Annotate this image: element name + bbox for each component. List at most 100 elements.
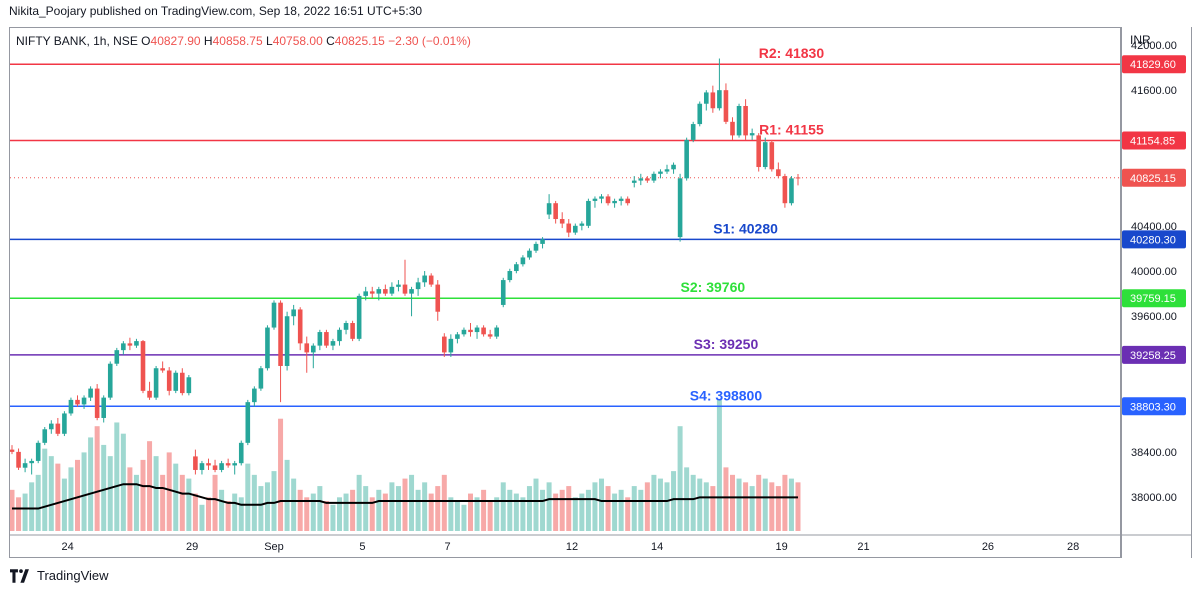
candle-body — [369, 291, 375, 294]
candle-body — [140, 341, 146, 391]
high-value: 40858.75 — [212, 34, 263, 48]
volume-bar — [369, 497, 375, 531]
candle-body — [553, 203, 558, 220]
candle-body — [114, 350, 120, 364]
volume-bar — [572, 497, 578, 531]
candle-body — [507, 271, 513, 281]
candle-body — [245, 402, 251, 443]
candle-body — [704, 92, 709, 104]
candle-body — [134, 341, 139, 346]
level-badge-s2: 39759.15 — [1130, 293, 1176, 305]
candle-body — [697, 103, 703, 125]
candle-body — [49, 423, 54, 430]
candle-body — [546, 203, 552, 215]
candle-body — [193, 456, 198, 470]
candle-body — [343, 323, 349, 330]
volume-bar — [736, 478, 742, 531]
candle-body — [402, 284, 408, 294]
candle-body — [363, 291, 368, 296]
volume-bar — [494, 497, 500, 531]
level-badge-s2-bg — [1122, 289, 1186, 308]
volume-bar — [199, 504, 205, 531]
volume-bar — [703, 482, 709, 531]
level-badge-s4: 38803.30 — [1130, 401, 1176, 413]
volume-bar — [337, 497, 342, 531]
volume-bar — [500, 482, 506, 531]
date-tick-label: 7 — [445, 541, 451, 553]
ohlc-legend: NIFTY BANK, 1h, NSE O40827.90 H40858.75 … — [16, 34, 471, 48]
candle-body — [455, 334, 460, 339]
price-tick-label: 38400.00 — [1131, 447, 1177, 459]
candle-body — [671, 164, 676, 170]
candle-body — [356, 295, 362, 339]
candle-body — [756, 135, 761, 168]
close-key: C — [326, 34, 335, 48]
volume-bar — [114, 422, 120, 531]
volume-bar — [428, 493, 434, 531]
candle-body — [317, 332, 323, 346]
volume-bar — [644, 482, 650, 531]
candle-body — [618, 198, 624, 201]
candle-body — [42, 429, 48, 443]
price-tick-label: 39600.00 — [1131, 311, 1177, 323]
price-tick-label: 42000.00 — [1131, 40, 1177, 52]
candle-body — [160, 368, 165, 371]
volume-bar — [775, 486, 781, 531]
candle-body — [527, 250, 532, 258]
symbol-label[interactable]: NIFTY BANK, 1h, NSE — [16, 34, 138, 48]
volume-bar — [448, 497, 454, 531]
volume-bar — [749, 486, 755, 531]
volume-bar — [35, 474, 41, 531]
volume-bar — [520, 497, 526, 531]
date-tick-label: 14 — [651, 541, 663, 553]
candle-body — [101, 397, 106, 418]
volume-bar — [251, 474, 257, 531]
candle-body — [664, 169, 670, 172]
volume-bar — [454, 501, 460, 531]
candle-body — [540, 239, 545, 244]
candle-body — [612, 200, 617, 204]
volume-bar — [664, 482, 670, 531]
candle-body — [684, 139, 689, 179]
candle-body — [645, 178, 650, 181]
volume-bar — [441, 474, 447, 531]
volume-bar — [461, 504, 467, 531]
low-key: L — [266, 34, 273, 48]
tradingview-footer[interactable]: TradingView — [10, 568, 109, 583]
level-badge-s3-bg — [1122, 345, 1186, 364]
volume-bar — [599, 478, 604, 531]
volume-bar — [553, 493, 559, 531]
candle-body — [573, 225, 578, 233]
volume-bar — [618, 489, 624, 531]
volume-bar — [657, 478, 663, 531]
volume-bar — [238, 497, 244, 531]
candle-body — [730, 121, 735, 136]
candle-body — [579, 223, 585, 226]
volume-bar — [173, 463, 179, 531]
candle-body — [769, 142, 775, 170]
volume-bar — [219, 489, 225, 531]
candle-body — [199, 463, 205, 470]
volume-ma-line — [12, 483, 798, 510]
volume-bar — [468, 493, 473, 531]
candle-body — [62, 413, 67, 434]
volume-bar — [166, 452, 172, 531]
volume-bar — [605, 486, 611, 531]
volume-bar — [546, 482, 552, 531]
volume-bar — [317, 486, 323, 531]
volume-bar — [730, 474, 735, 531]
volume-bar — [651, 474, 657, 531]
candle-body — [29, 460, 34, 464]
candle-body — [232, 463, 237, 466]
volume-bar — [304, 497, 310, 531]
level-label-r1: R1: 41155 — [759, 121, 824, 137]
volume-bar — [232, 493, 238, 531]
volume-bar — [133, 474, 139, 531]
candle-body — [717, 90, 722, 109]
volume-bar — [297, 489, 303, 531]
candle-body — [252, 388, 257, 403]
candle-body — [461, 329, 467, 335]
volume-bar — [579, 493, 585, 531]
candle-body — [762, 142, 768, 168]
